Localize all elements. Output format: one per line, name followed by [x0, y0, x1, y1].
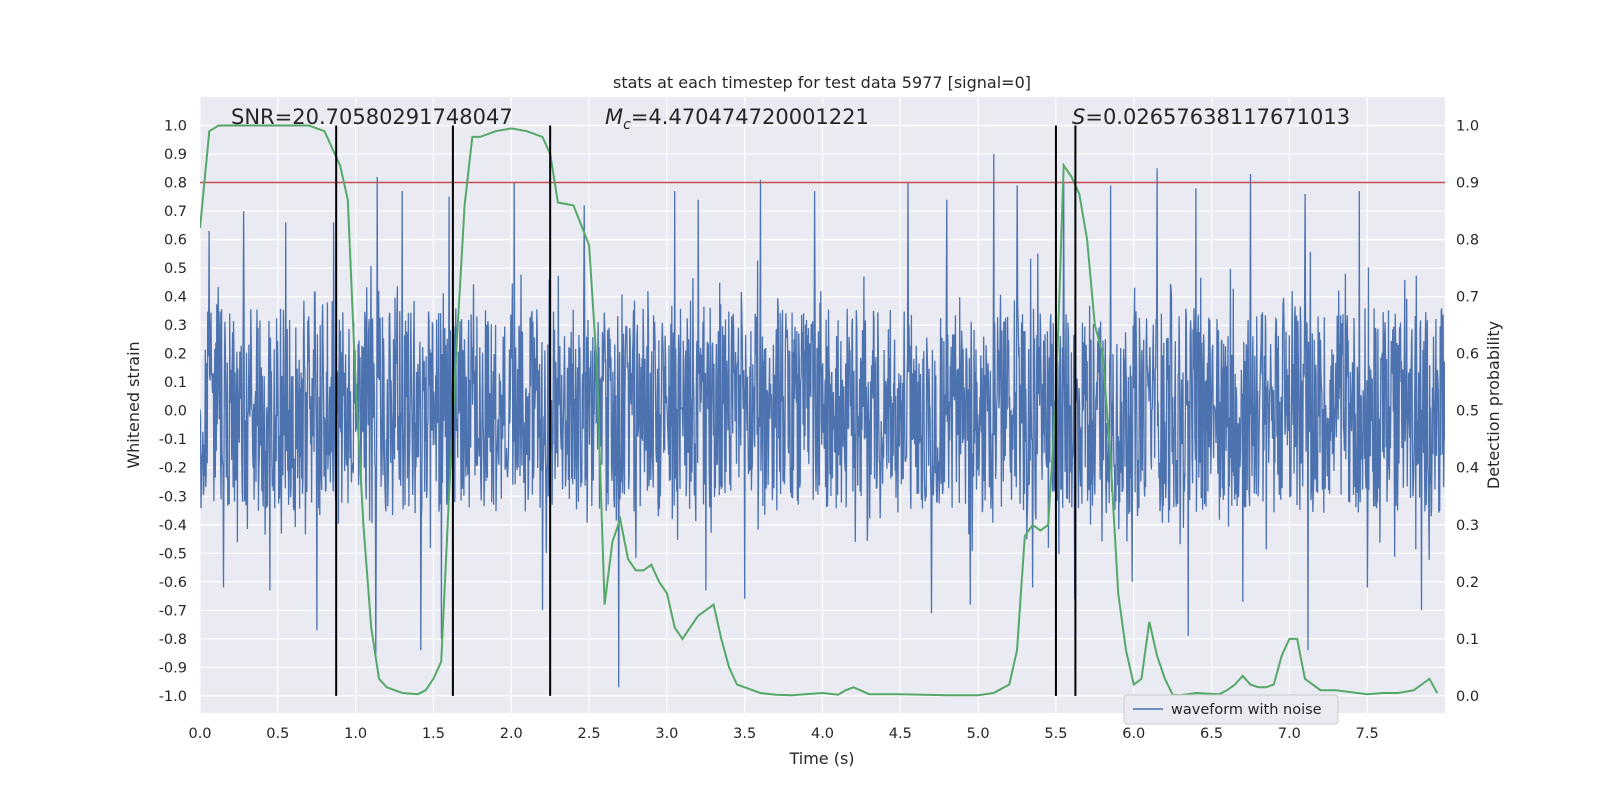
y-left-tick-label: -0.5: [159, 546, 187, 562]
y-left-tick-label: 0.3: [164, 318, 187, 334]
x-tick-label: 6.0: [1122, 726, 1145, 742]
x-tick-label: 7.0: [1278, 726, 1301, 742]
y-left-tick-label: 0.9: [164, 147, 187, 163]
y-right-tick-label: 0.1: [1456, 632, 1479, 648]
noise-series: [200, 153, 1445, 688]
y-right-tick-label: 0.4: [1456, 461, 1479, 477]
y-right-tick-label: 0.8: [1456, 233, 1479, 249]
y-left-tick-label: 0.6: [164, 233, 187, 249]
axis-ticks: 0.0 0.5 1.0 1.5 2.0 2.5 3.0 3.5 4.0 4.5 5.0 5.5 6.0 6…: [159, 119, 1479, 742]
mc-subscript: c: [623, 117, 631, 133]
y-left-tick-label: 0.7: [164, 204, 187, 220]
x-tick-label: 2.5: [578, 726, 601, 742]
legend-label: waveform with noise: [1171, 702, 1322, 718]
y-right-tick-label: 0.5: [1456, 404, 1479, 420]
probability-series: [200, 124, 1439, 697]
legend: waveform with noise: [1123, 694, 1339, 725]
x-tick-label: 4.5: [889, 726, 912, 742]
mc-symbol: M: [605, 105, 623, 129]
y-left-tick-label: -0.8: [159, 632, 187, 648]
x-tick-label: 0.5: [266, 726, 289, 742]
y-left-tick-label: -0.4: [159, 518, 187, 534]
y-right-tick-label: 0.0: [1456, 689, 1479, 705]
legend-box: [1123, 694, 1339, 725]
y-left-tick-label: -0.3: [159, 489, 187, 505]
y-left-tick-label: -1.0: [159, 689, 187, 705]
s-annotation: S=0.02657638117671013: [1072, 105, 1350, 129]
y-right-tick-label: 0.7: [1456, 290, 1479, 306]
y-left-tick-label: -0.7: [159, 603, 187, 619]
y-right-tick-label: 0.2: [1456, 575, 1479, 591]
vertical-markers: [335, 125, 1077, 696]
x-axis-label: Time (s): [788, 749, 854, 768]
mc-value: =4.470474720001221: [631, 105, 869, 129]
noise-waveform-line: [200, 153, 1445, 688]
x-tick-label: 1.0: [344, 726, 367, 742]
x-tick-label: 5.0: [967, 726, 990, 742]
y-left-tick-label: 0.0: [164, 404, 187, 420]
y-left-tick-label: -0.9: [159, 660, 187, 676]
x-tick-label: 2.0: [500, 726, 523, 742]
s-value: =0.02657638117671013: [1085, 105, 1350, 129]
x-tick-label: 3.0: [655, 726, 678, 742]
y-left-tick-label: -0.1: [159, 432, 187, 448]
y-left-tick-label: -0.2: [159, 461, 187, 477]
y-left-tick-label: 0.1: [164, 375, 187, 391]
chart-title: stats at each timestep for test data 597…: [613, 73, 1031, 92]
y-left-tick-label: 0.2: [164, 347, 187, 363]
x-tick-label: 6.5: [1200, 726, 1223, 742]
y-right-tick-label: 0.9: [1456, 176, 1479, 192]
y-right-axis-label: Detection probability: [1484, 321, 1503, 489]
x-tick-label: 0.0: [188, 726, 211, 742]
s-symbol: S: [1072, 105, 1085, 129]
x-tick-label: 7.5: [1356, 726, 1379, 742]
y-right-tick-label: 0.3: [1456, 518, 1479, 534]
x-tick-label: 5.5: [1044, 726, 1067, 742]
y-left-tick-label: 0.5: [164, 261, 187, 277]
mc-annotation: Mc=4.470474720001221: [605, 105, 869, 133]
x-tick-label: 1.5: [422, 726, 445, 742]
y-right-tick-label: 1.0: [1456, 119, 1479, 135]
x-tick-label: 4.0: [811, 726, 834, 742]
y-left-tick-label: 0.8: [164, 176, 187, 192]
y-left-tick-label: -0.6: [159, 575, 187, 591]
snr-annotation: SNR=20.70580291748047: [231, 105, 513, 129]
y-left-tick-label: 1.0: [164, 119, 187, 135]
y-left-tick-label: 0.4: [164, 290, 187, 306]
detection-probability-line: [200, 124, 1439, 697]
x-tick-label: 3.5: [733, 726, 756, 742]
y-right-tick-label: 0.6: [1456, 347, 1479, 363]
y-left-axis-label: Whitened strain: [124, 341, 143, 468]
